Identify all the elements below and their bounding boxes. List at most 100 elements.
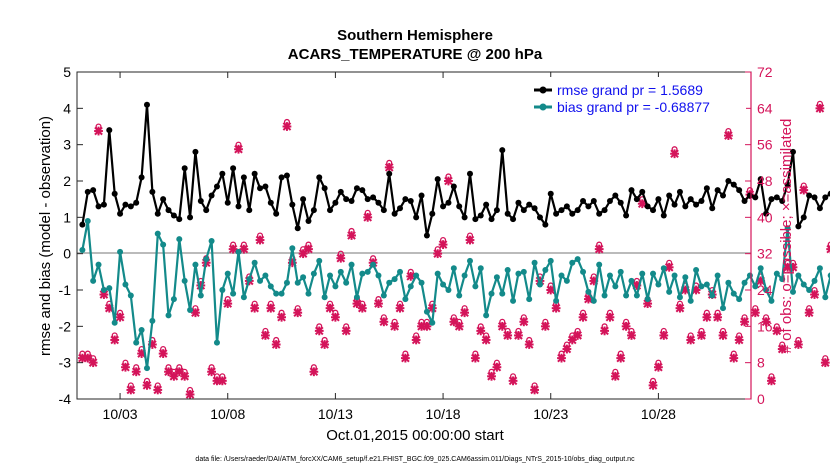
obs-possible-marker xyxy=(660,327,667,334)
obs-assimilated-marker xyxy=(654,362,663,372)
rmse-point xyxy=(714,187,721,194)
obs-assimilated-marker xyxy=(282,122,292,131)
rmse-point xyxy=(407,197,414,204)
bias-point xyxy=(391,276,398,283)
obs-possible-marker xyxy=(763,314,770,321)
obs-assimilated-marker xyxy=(314,326,324,336)
rmse-point xyxy=(262,183,269,190)
bias-point xyxy=(483,312,490,319)
obs-possible-marker xyxy=(623,318,630,325)
rmse-point xyxy=(117,210,124,217)
rmse-point xyxy=(655,196,662,203)
obs-assimilated-marker xyxy=(379,317,389,327)
rmse-point xyxy=(138,174,145,181)
bias-point xyxy=(811,277,818,284)
rmse-point xyxy=(779,197,786,204)
obs-possible-marker xyxy=(730,350,737,357)
obs-assimilated-marker xyxy=(400,353,410,363)
rmse-point xyxy=(111,190,118,197)
rmse-point xyxy=(628,187,635,194)
obs-possible-marker xyxy=(671,146,678,153)
bias-point xyxy=(160,241,167,248)
obs-possible-marker xyxy=(531,382,538,389)
bias-point xyxy=(515,270,522,277)
obs-possible-marker xyxy=(273,336,280,344)
obs-assimilated-marker xyxy=(331,312,340,322)
rmse-point xyxy=(127,203,134,210)
obs-possible-marker xyxy=(143,377,151,384)
rmse-point xyxy=(181,165,188,172)
legend-box xyxy=(528,77,746,117)
rmse-point xyxy=(746,192,753,199)
obs-assimilated-marker xyxy=(444,176,453,186)
rmse-point xyxy=(235,203,242,210)
obs-assimilated-marker xyxy=(250,303,260,313)
bias-point xyxy=(181,277,188,284)
rmse-point xyxy=(757,176,764,183)
bias-point xyxy=(203,256,210,263)
rmse-point xyxy=(816,205,823,212)
obs-assimilated-marker xyxy=(503,331,513,340)
obs-possible-marker xyxy=(628,327,635,334)
rmse-point xyxy=(95,203,102,210)
bias-point xyxy=(709,292,716,299)
obs-possible-marker xyxy=(768,373,775,380)
bias-point xyxy=(752,283,759,290)
obs-possible-marker xyxy=(456,318,463,325)
obs-possible-marker xyxy=(256,232,264,239)
bias-point xyxy=(100,287,107,293)
bias-point xyxy=(289,245,296,252)
rmse-point xyxy=(720,192,727,199)
bias-point xyxy=(714,272,721,279)
rmse-point xyxy=(660,212,667,219)
obs-assimilated-marker xyxy=(600,326,609,336)
bias-point xyxy=(682,274,689,281)
rmse-point xyxy=(822,194,829,201)
obs-possible-marker xyxy=(579,309,587,316)
obs-possible-marker xyxy=(569,332,576,339)
bias-point xyxy=(601,292,608,299)
obs-assimilated-marker xyxy=(826,244,830,254)
rmse-point xyxy=(90,187,97,194)
rmse-point xyxy=(353,185,360,192)
rmse-point xyxy=(709,205,716,212)
bias-point xyxy=(127,292,134,299)
bias-point xyxy=(300,274,307,281)
legend: rmse grand pr = 1.5689 bias grand pr = -… xyxy=(528,77,746,117)
obs-possible-marker xyxy=(666,259,673,266)
bias-point xyxy=(526,296,533,303)
obs-possible-marker xyxy=(278,309,285,316)
bias-point xyxy=(456,292,463,299)
rmse-point xyxy=(569,210,576,217)
obs-assimilated-marker xyxy=(271,340,281,349)
rmse-point xyxy=(510,216,517,223)
obs-assimilated-marker xyxy=(616,353,626,363)
rmse-point xyxy=(811,194,818,201)
bias-point xyxy=(580,268,587,275)
obs-assimilated-marker xyxy=(255,235,265,245)
obs-assimilated-marker xyxy=(691,285,701,295)
obs-assimilated-marker xyxy=(217,376,227,386)
obs-possible-marker xyxy=(117,309,124,316)
rmse-point xyxy=(730,181,737,188)
bias-point xyxy=(321,294,328,301)
obs-assimilated-marker xyxy=(573,331,583,340)
obs-possible-marker xyxy=(240,241,247,248)
obs-possible-marker xyxy=(499,318,506,325)
obs-possible-marker xyxy=(176,364,183,371)
rmse-point xyxy=(332,199,339,206)
obs-assimilated-marker xyxy=(153,385,163,395)
bias-point xyxy=(730,290,737,297)
obs-possible-marker xyxy=(111,332,118,339)
obs-assimilated-marker xyxy=(659,331,669,340)
bias-point xyxy=(628,277,635,284)
rmse-point xyxy=(429,210,436,217)
rmse-point xyxy=(558,207,565,214)
bias-point xyxy=(332,283,339,290)
bias-point xyxy=(149,317,156,324)
rmse-point xyxy=(623,212,630,219)
rmse-point xyxy=(240,174,247,181)
obs-possible-marker xyxy=(590,273,597,280)
obs-assimilated-marker xyxy=(277,312,286,322)
bias-point xyxy=(79,247,86,254)
